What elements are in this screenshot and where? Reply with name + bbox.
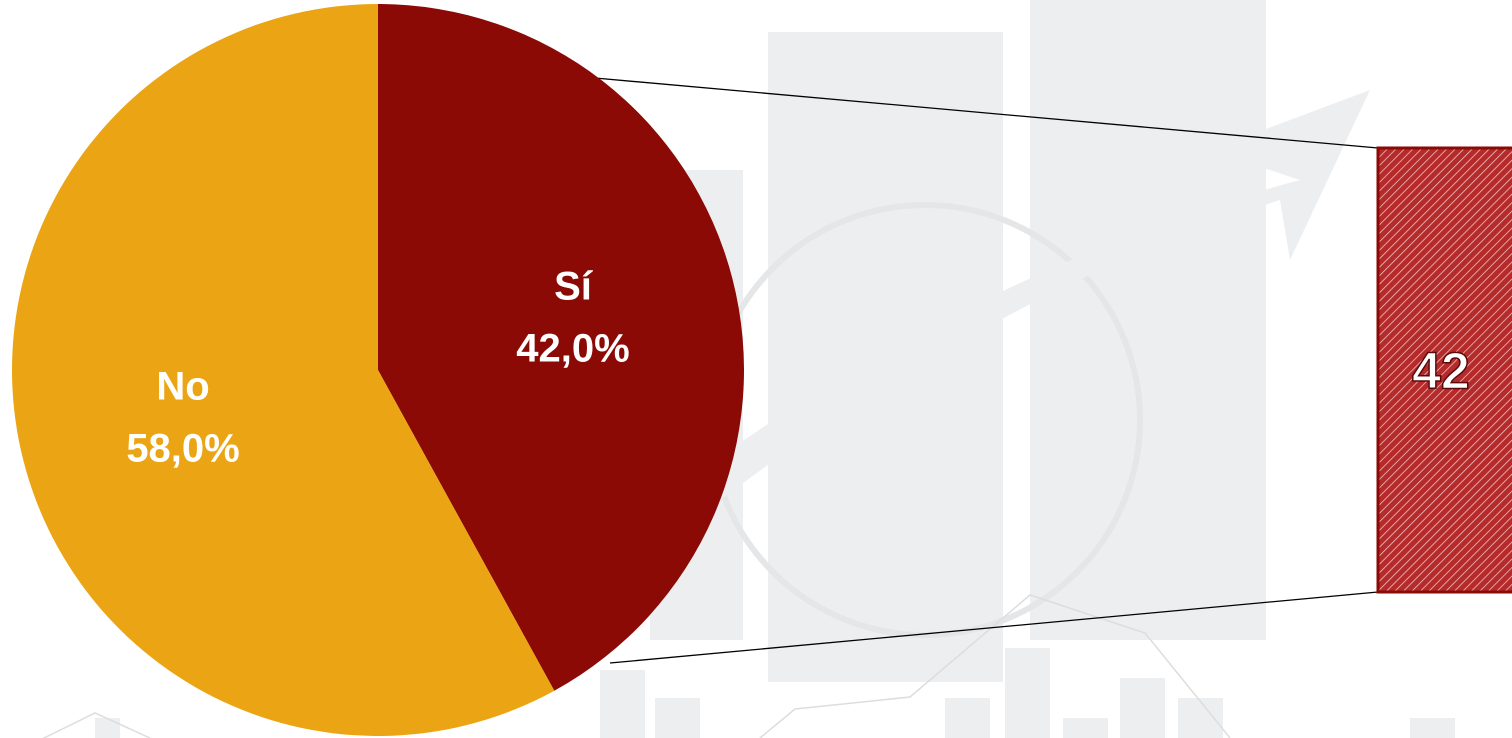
slice-label: No	[156, 365, 209, 409]
breakdown-bar	[1376, 146, 1512, 594]
pie-slice	[378, 4, 745, 691]
slice-value-label: 58,0%	[126, 427, 239, 471]
pie-slice	[12, 4, 555, 736]
connector-line	[609, 591, 1379, 664]
slice-value-label: 42,0%	[516, 327, 629, 371]
connector-line	[594, 77, 1379, 149]
breakdown-label: 42	[1412, 343, 1470, 401]
slice-label: Sí	[554, 265, 594, 309]
watermark	[42, 0, 1455, 738]
